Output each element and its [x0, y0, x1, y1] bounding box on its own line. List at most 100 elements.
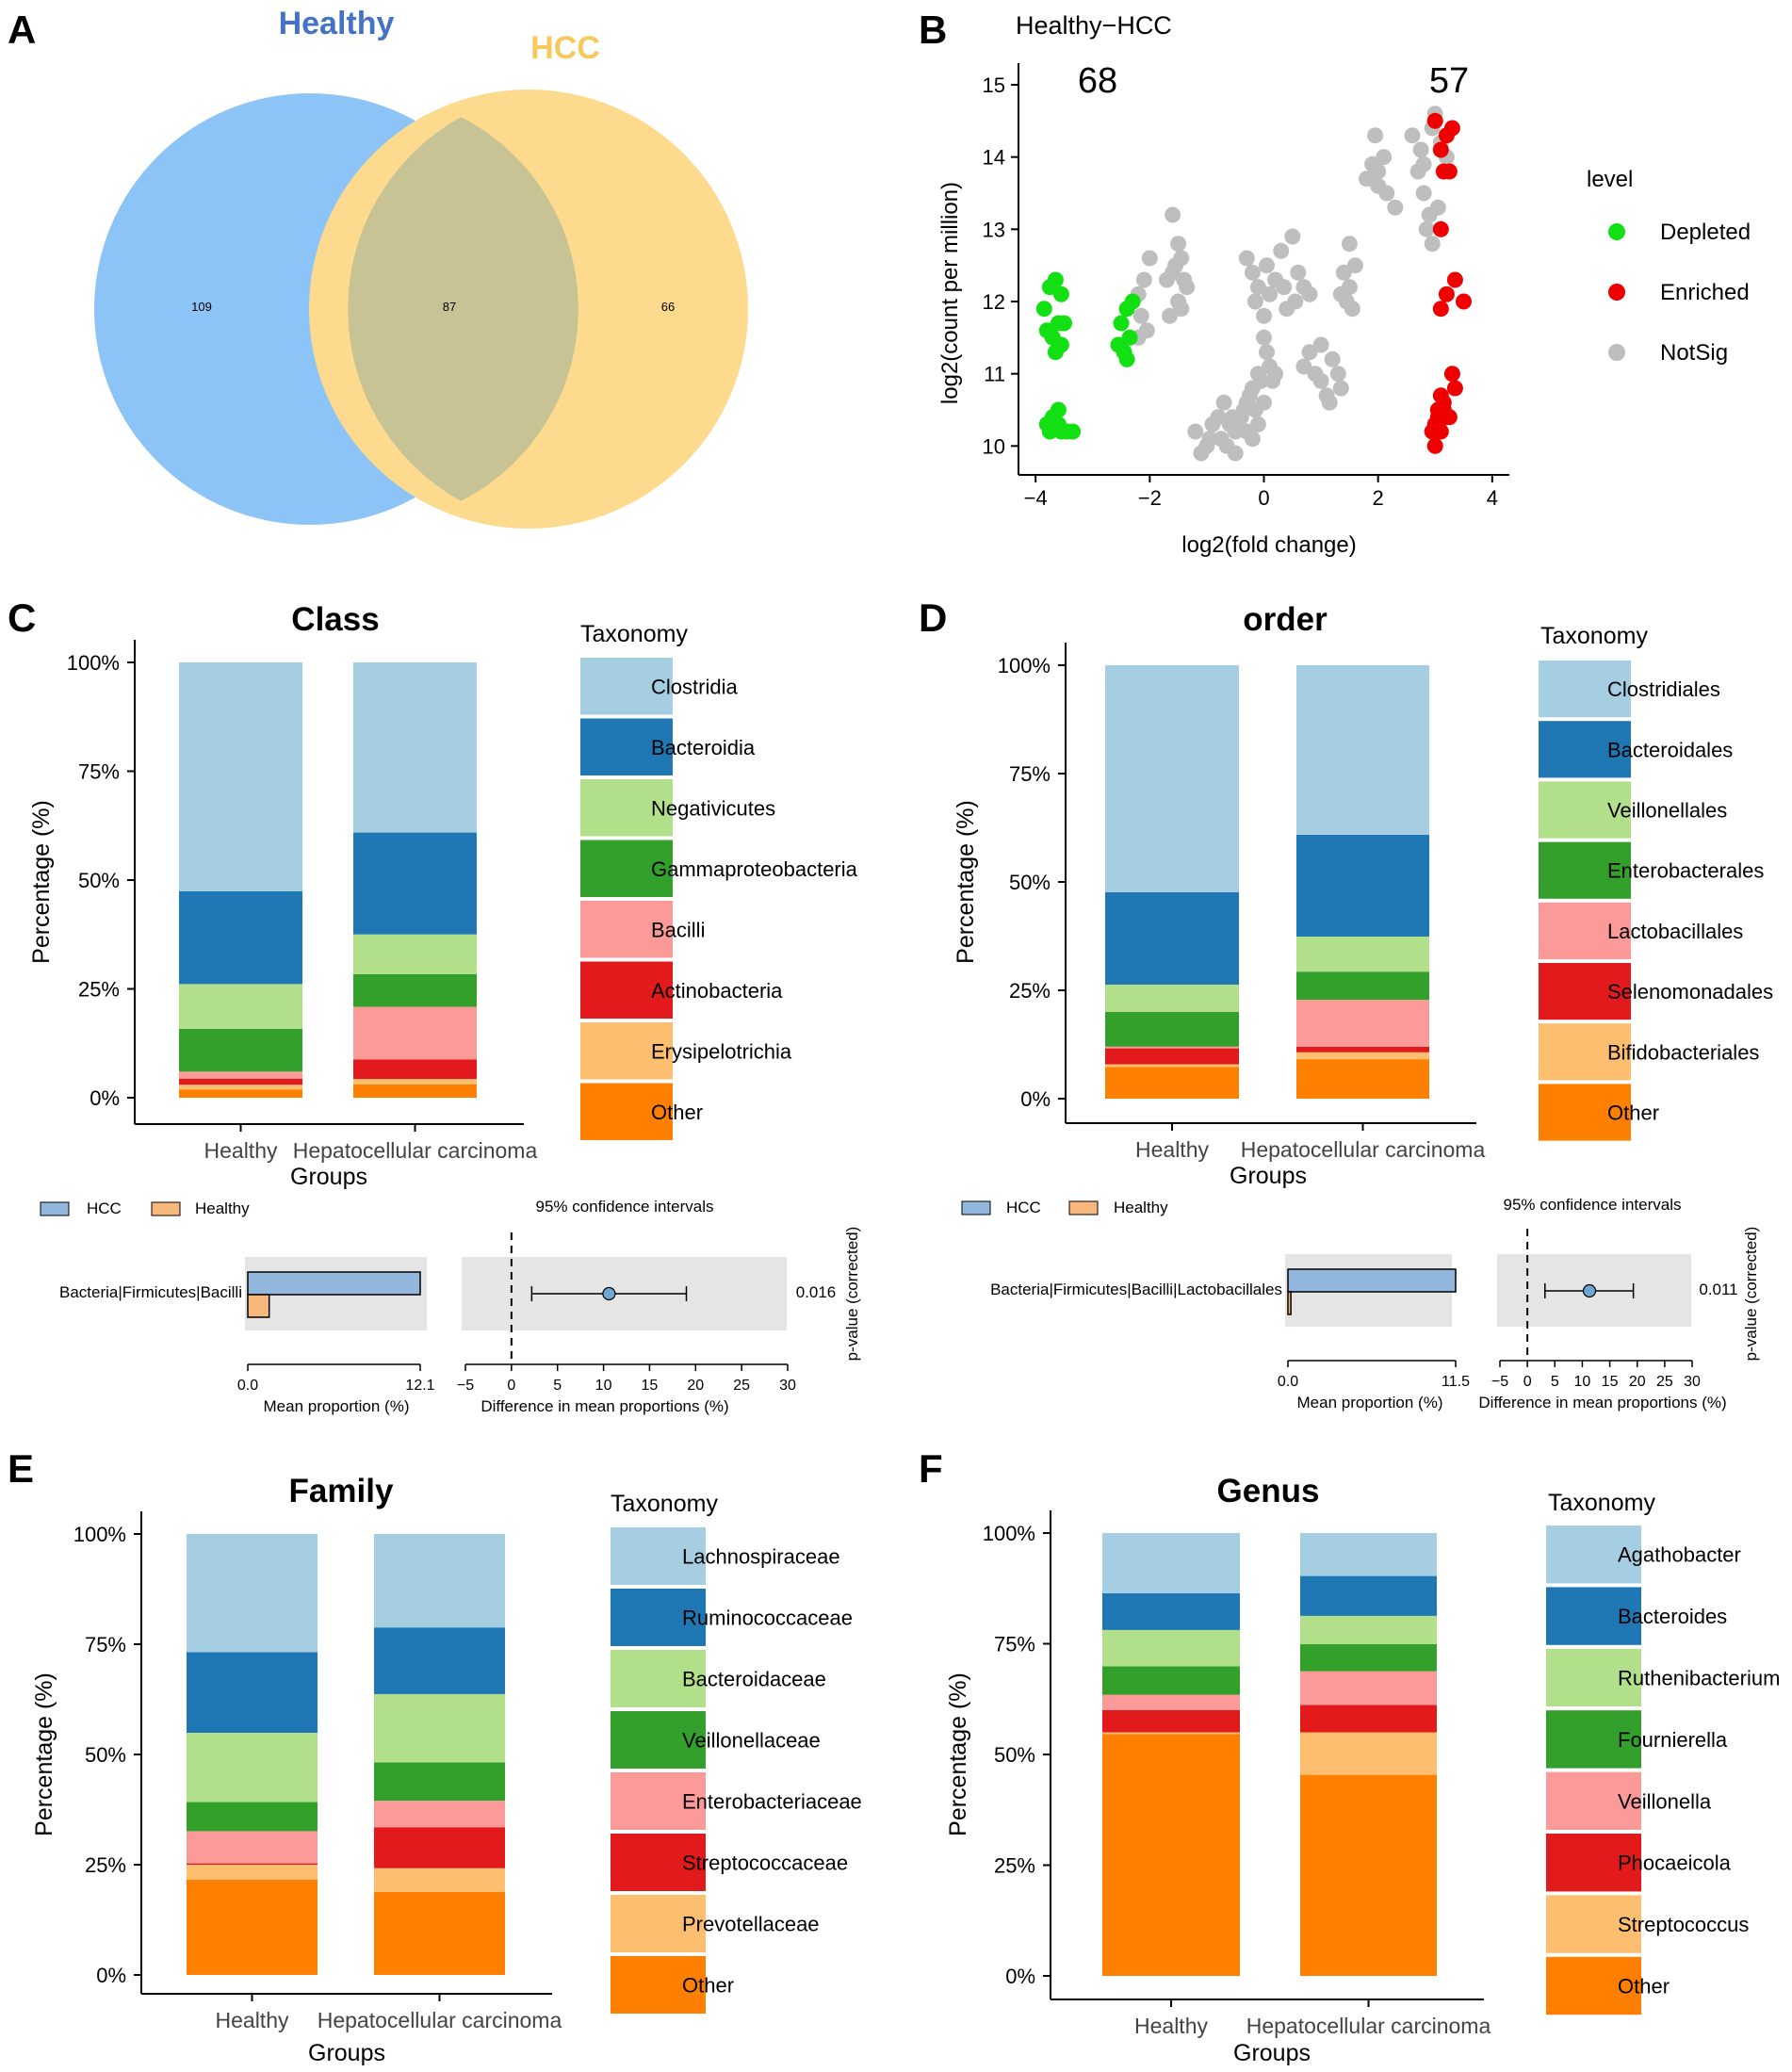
legend-swatch-healthy	[1068, 1200, 1099, 1215]
y-tick-label: 100%	[67, 651, 120, 675]
legend-label: Ruminococcaceae	[682, 1607, 853, 1630]
legend-swatch-healthy	[151, 1201, 181, 1216]
scatter-point-depleted	[1050, 401, 1067, 418]
legend-label: Bifidobacteriales	[1607, 1040, 1759, 1064]
diff-point	[602, 1286, 616, 1301]
legend-label: Lachnospiraceae	[682, 1545, 840, 1569]
legend-swatch	[611, 1834, 706, 1891]
legend-label: Fournierella	[1618, 1728, 1728, 1752]
legend-swatch	[1539, 721, 1631, 778]
legend-swatch	[1539, 902, 1631, 959]
chart-title: Family	[289, 1473, 394, 1509]
legend-label: Gammaproteobacteria	[651, 857, 858, 881]
bar-segment	[179, 1089, 302, 1098]
legend-label: Other	[682, 1974, 734, 1998]
y-tick-label: 10	[983, 434, 1005, 458]
p-value: 0.011	[1699, 1281, 1737, 1298]
y-tick-label: 15	[983, 73, 1005, 97]
legend-label: Phocaeicola	[1618, 1852, 1732, 1875]
scatter-point-notsig	[1201, 431, 1218, 448]
scatter-point-depleted	[1052, 336, 1069, 353]
bar-segment	[374, 1627, 505, 1694]
bar-segment	[374, 1693, 505, 1763]
ci-title: 95% confidence intervals	[535, 1198, 713, 1215]
bar-segment	[179, 1029, 302, 1072]
legend-swatch	[1546, 1834, 1641, 1892]
y-tick-label: 14	[983, 146, 1005, 170]
scatter-point-enriched	[1432, 220, 1449, 237]
bar-segment	[1105, 892, 1239, 985]
x-axis-label: Groups	[1230, 1163, 1307, 1189]
scatter-point-notsig	[1341, 236, 1358, 253]
x-tick-label: 0	[1258, 486, 1269, 510]
mean-bar-healthy	[1287, 1291, 1292, 1315]
stacked-bar-chart-genus: Genus Groups Percentage (%) Taxonomy 0% 2…	[945, 1473, 1780, 2066]
bar-segment	[179, 891, 302, 985]
scatter-point-enriched	[1446, 380, 1463, 397]
diff-axis-tick-label: 5	[553, 1378, 562, 1394]
y-tick-label: 11	[984, 363, 1005, 386]
y-tick-label: 75%	[78, 760, 120, 784]
legend-swatch	[1539, 963, 1631, 1020]
legend-label: Veillonellales	[1607, 799, 1727, 823]
scatter-point-enriched	[1456, 293, 1472, 310]
scatter-point-notsig	[1415, 185, 1432, 202]
legend-swatch	[1546, 1648, 1641, 1707]
x-axis-label: Groups	[1233, 2040, 1311, 2066]
scatter-point-notsig	[1344, 301, 1360, 318]
legend-swatch	[580, 658, 673, 715]
bar-segment	[1296, 1059, 1429, 1099]
legend-label-hcc: HCC	[1006, 1199, 1041, 1216]
y-tick-label: 12	[983, 290, 1005, 314]
legend-label: Bacteroides	[1618, 1605, 1727, 1628]
bar-segment	[374, 1892, 505, 1975]
scatter-point-notsig	[1141, 250, 1158, 267]
scatter-point-notsig	[1170, 236, 1187, 253]
bar-segment	[1296, 971, 1429, 1001]
bar-segment	[1102, 1592, 1240, 1630]
bar-segment	[179, 1085, 302, 1090]
bar-segment	[353, 1079, 477, 1085]
x-axis-label: Groups	[290, 1164, 367, 1190]
y-tick-label: 100%	[73, 1523, 126, 1546]
diff-axis-tick-label: −5	[457, 1378, 474, 1394]
scatter-point-notsig	[1244, 264, 1261, 281]
bar-segment	[187, 1879, 318, 1975]
scatter-point-notsig	[1301, 344, 1318, 361]
bar-segment	[1296, 1046, 1429, 1052]
legend-title: Taxonomy	[1540, 623, 1648, 649]
bar-segment	[1102, 1666, 1240, 1695]
legend-label-depleted: Depleted	[1660, 220, 1751, 245]
legend-swatch	[611, 1772, 706, 1830]
scatter-point-notsig	[1376, 149, 1393, 166]
bar-segment	[1300, 1644, 1437, 1672]
legend-swatch	[611, 1711, 706, 1769]
bar-segment	[1296, 1000, 1429, 1047]
diff-axis-tick-label: 10	[1574, 1374, 1591, 1390]
scatter-point-depleted	[1118, 351, 1135, 367]
scatter-point-depleted	[1056, 315, 1072, 332]
legend-label: Selenomonadales	[1607, 980, 1773, 1003]
legend-swatch	[580, 718, 673, 775]
venn-hcc-title: HCC	[530, 30, 600, 66]
y-tick-label: 100%	[983, 1522, 1035, 1545]
legend-title: Taxonomy	[611, 1491, 718, 1517]
diff-axis-tick-label: 25	[733, 1378, 750, 1394]
diff-axis-tick-label: 5	[1551, 1374, 1559, 1390]
venn-diagram: Healthy HCC 109 87 66	[94, 6, 748, 529]
legend-swatch	[580, 901, 673, 958]
legend-label: Other	[651, 1101, 703, 1124]
y-tick-label: 0%	[96, 1964, 126, 1987]
scatter-point-notsig	[1249, 279, 1266, 296]
bar-segment	[1102, 1710, 1240, 1733]
scatter-point-depleted	[1124, 293, 1141, 310]
scatter-point-enriched	[1432, 423, 1449, 440]
legend-label: Clostridiales	[1607, 677, 1720, 701]
legend-swatch	[611, 1527, 706, 1585]
chart-title: Class	[291, 601, 379, 638]
scatter-point-notsig	[1324, 351, 1341, 367]
scatter-point-notsig	[1415, 155, 1432, 172]
bar-segment	[1296, 937, 1429, 972]
x-tick-label: 2	[1373, 486, 1384, 510]
y-tick-label: 0%	[90, 1086, 120, 1110]
